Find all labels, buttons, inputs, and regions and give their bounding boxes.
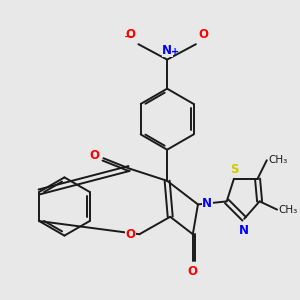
Text: N: N (162, 44, 172, 57)
Text: S: S (230, 163, 238, 176)
Text: N: N (239, 224, 249, 237)
Text: O: O (199, 28, 209, 41)
Text: CH₃: CH₃ (278, 205, 298, 214)
Text: CH₃: CH₃ (268, 155, 287, 165)
Text: −: − (124, 32, 134, 42)
Text: O: O (126, 28, 136, 41)
Text: +: + (171, 47, 179, 57)
Text: N: N (202, 196, 212, 210)
Text: O: O (188, 265, 198, 278)
Text: O: O (125, 228, 135, 241)
Text: O: O (89, 149, 99, 162)
